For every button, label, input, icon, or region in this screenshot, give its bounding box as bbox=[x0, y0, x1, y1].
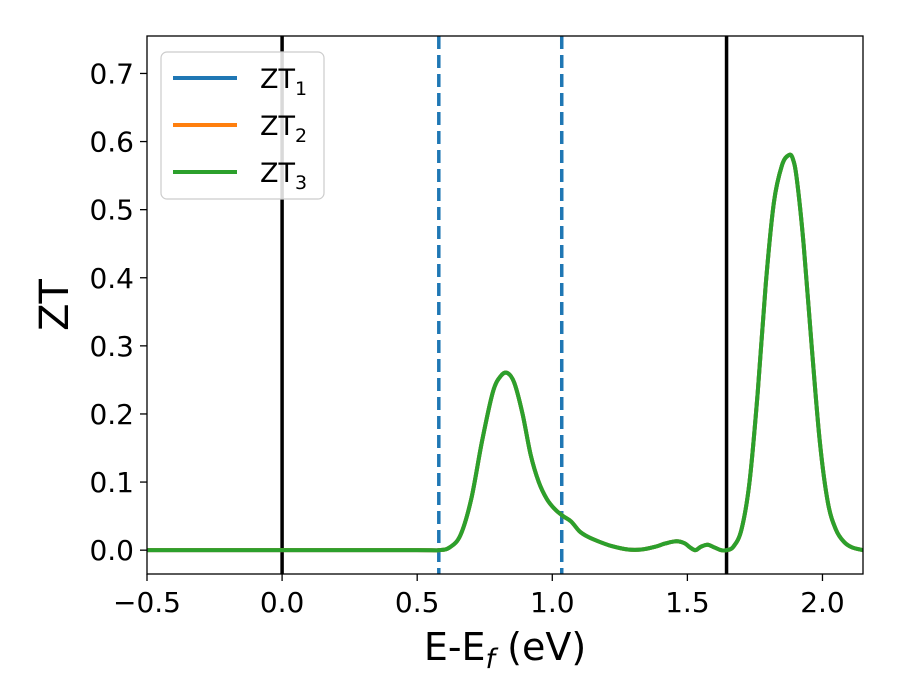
y-tick-label: 0.7 bbox=[89, 57, 134, 90]
x-axis: −0.5 0.0 0.5 1.0 1.5 2.0 bbox=[113, 574, 845, 619]
y-tick-label: 0.2 bbox=[89, 398, 134, 431]
legend-label-zt3: ZT3 bbox=[260, 158, 307, 194]
y-tick-label: 0.1 bbox=[89, 466, 134, 499]
plot-frame bbox=[146, 35, 864, 575]
series-lines bbox=[147, 152, 863, 553]
series-line-zt3 bbox=[147, 152, 863, 553]
legend-label-zt2: ZT2 bbox=[260, 111, 307, 147]
x-tick-label: 0.5 bbox=[395, 586, 440, 619]
y-tick-label: 0.3 bbox=[89, 330, 134, 363]
y-axis-title: ZT bbox=[32, 279, 78, 331]
x-tick-label: 0.0 bbox=[260, 586, 305, 619]
x-tick-label: 1.0 bbox=[530, 586, 575, 619]
y-axis: 0.0 0.1 0.2 0.3 0.4 0.5 0.6 0.7 bbox=[89, 57, 147, 567]
x-axis-title: E-Ef (eV) bbox=[424, 625, 586, 675]
legend-label-zt1: ZT1 bbox=[260, 64, 307, 100]
y-tick-label: 0.0 bbox=[89, 534, 134, 567]
y-tick-label: 0.6 bbox=[89, 126, 134, 159]
legend: ZT1 ZT2 ZT3 bbox=[160, 51, 325, 200]
legend-box bbox=[160, 51, 325, 200]
y-tick-label: 0.4 bbox=[89, 262, 134, 295]
y-tick-label: 0.5 bbox=[89, 194, 134, 227]
x-tick-label: 1.5 bbox=[665, 586, 710, 619]
x-tick-label: 2.0 bbox=[800, 586, 845, 619]
x-tick-label: −0.5 bbox=[113, 586, 181, 619]
